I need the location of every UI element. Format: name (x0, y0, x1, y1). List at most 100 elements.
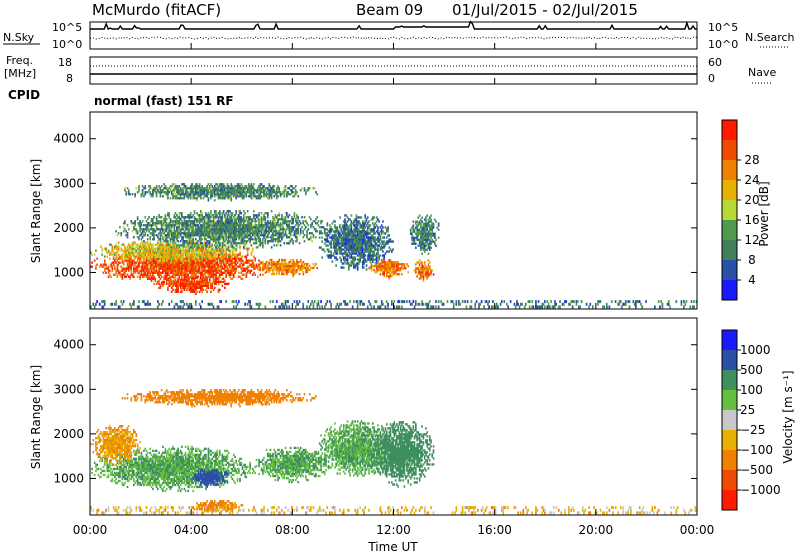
heatmap-cell (161, 220, 163, 222)
heatmap-cell (292, 220, 294, 222)
heatmap-cell (253, 272, 255, 274)
heatmap-cell (362, 220, 364, 222)
heatmap-cell (162, 224, 164, 226)
heatmap-cell (348, 250, 350, 252)
heatmap-cell (429, 249, 431, 251)
heatmap-cell (195, 252, 197, 254)
heatmap-cell (155, 258, 157, 260)
heatmap-cell (224, 240, 226, 242)
heatmap-cell (305, 226, 307, 228)
heatmap-cell (286, 212, 288, 214)
heatmap-cell (282, 232, 284, 234)
heatmap-cell (349, 218, 351, 220)
heatmap-cell (254, 274, 256, 276)
heatmap-cell (218, 252, 220, 254)
heatmap-cell (308, 228, 310, 230)
heatmap-cell (363, 236, 365, 238)
heatmap-cell (405, 267, 407, 269)
heatmap-cell (254, 258, 256, 260)
heatmap-cell (292, 222, 294, 224)
heatmap-cell (399, 273, 401, 275)
heatmap-cell (430, 247, 432, 249)
heatmap-cell (195, 289, 197, 291)
heatmap-cell (292, 259, 294, 261)
heatmap-cell (423, 265, 425, 267)
heatmap-cell (128, 256, 130, 258)
heatmap-cell (254, 236, 256, 238)
heatmap-cell (297, 218, 299, 220)
heatmap-cell (223, 278, 225, 280)
heatmap-cell (262, 228, 264, 230)
heatmap-cell (132, 264, 134, 266)
heatmap-cell (263, 214, 265, 216)
heatmap-cell (261, 230, 263, 232)
heatmap-cell (141, 224, 143, 226)
heatmap-cell (206, 244, 208, 246)
heatmap-cell (300, 222, 302, 224)
heatmap-cell (181, 260, 183, 262)
heatmap-cell (289, 242, 291, 244)
nsky-tick-top: 10^5 (52, 21, 82, 34)
heatmap-cell (144, 244, 146, 246)
heatmap-cell (157, 281, 159, 283)
heatmap-cell (385, 244, 387, 246)
heatmap-cell (354, 266, 356, 268)
heatmap-cell (196, 248, 198, 250)
heatmap-cell (426, 229, 428, 231)
heatmap-cell (233, 276, 235, 278)
heatmap-cell (304, 228, 306, 230)
heatmap-cell (429, 265, 431, 267)
heatmap-cell (423, 277, 425, 279)
heatmap-cell (289, 222, 291, 224)
heatmap-cell (383, 259, 385, 261)
heatmap-cell (354, 232, 356, 234)
heatmap-cell (388, 250, 390, 252)
heatmap-cell (258, 260, 260, 262)
heatmap-cell (338, 244, 340, 246)
heatmap-cell (214, 266, 216, 268)
heatmap-cell (290, 240, 292, 242)
heatmap-cell (219, 289, 221, 291)
heatmap-cell (318, 220, 320, 222)
heatmap-cell (275, 220, 277, 222)
heatmap-cell (161, 276, 163, 278)
heatmap-cell (367, 234, 369, 236)
heatmap-cell (218, 268, 220, 270)
heatmap-cell (235, 210, 237, 212)
heatmap-cell (239, 254, 241, 256)
heatmap-cell (174, 240, 176, 242)
freq-label-1: Freq. (6, 54, 33, 67)
heatmap-cell (361, 216, 363, 218)
heatmap-cell (390, 269, 392, 271)
heatmap-cell (343, 266, 345, 268)
heatmap-cell (382, 226, 384, 228)
heatmap-cell (230, 242, 232, 244)
heatmap-cell (319, 232, 321, 234)
heatmap-cell (327, 238, 329, 240)
heatmap-cell (290, 259, 292, 261)
heatmap-cell (209, 214, 211, 216)
heatmap-cell (411, 235, 413, 237)
heatmap-cell (387, 228, 389, 230)
heatmap-cell (155, 278, 157, 280)
heatmap-cell (170, 279, 172, 281)
heatmap-cell (438, 225, 440, 227)
heatmap-cell (131, 268, 133, 270)
heatmap-cell (210, 210, 212, 212)
heatmap-cell (334, 224, 336, 226)
heatmap-cell (103, 272, 105, 274)
heatmap-cell (134, 224, 136, 226)
heatmap-cell (190, 212, 192, 214)
heatmap-cell (229, 238, 231, 240)
heatmap-cell (294, 226, 296, 228)
heatmap-cell (335, 234, 337, 236)
heatmap-cell (139, 258, 141, 260)
heatmap-cell (351, 220, 353, 222)
heatmap-cell (344, 220, 346, 222)
heatmap-cell (211, 248, 213, 250)
heatmap-cell (227, 216, 229, 218)
heatmap-cell (390, 273, 392, 275)
heatmap-cell (285, 259, 287, 261)
heatmap-cell (204, 216, 206, 218)
heatmap-cell (163, 283, 165, 285)
